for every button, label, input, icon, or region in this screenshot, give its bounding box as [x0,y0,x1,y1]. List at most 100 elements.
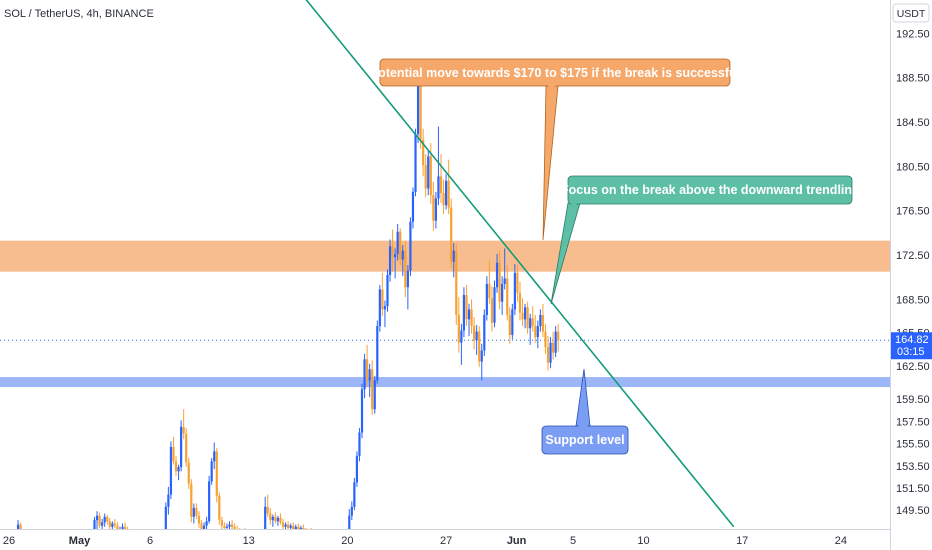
candle-body [414,134,417,192]
candle-body [551,342,555,353]
candle-body [294,526,297,529]
support-zone[interactable] [0,377,890,388]
candle-body [121,526,124,529]
candle [274,512,277,524]
candle [401,245,404,277]
candle [376,320,379,384]
candle-body [205,521,208,526]
candle-body [554,331,557,353]
candle-body [208,481,211,522]
candle-body [432,195,435,221]
candle [353,477,356,511]
candle [190,479,193,523]
price-tick-label: 180.50 [896,161,930,173]
candle-body [190,483,193,517]
candle [213,442,216,470]
candle [523,303,527,329]
candle [360,383,364,439]
candle-body [457,314,460,343]
downward-trendline[interactable] [284,0,735,528]
callout-blue[interactable]: Support level [541,368,629,455]
candle-body [516,272,519,293]
candle [391,229,394,272]
candle-body [503,278,506,284]
candle [439,154,443,203]
candle-body [213,451,216,462]
candle [506,265,509,321]
candle [473,317,476,350]
time-tick-label: Jun [507,535,527,547]
candle [230,520,234,529]
candle-body [396,231,399,254]
candle-body [169,446,173,495]
resistance-zone[interactable] [0,240,890,272]
candle-body [488,283,491,299]
candle-body [123,526,127,529]
candle-body [197,515,201,524]
time-tick-label: 13 [243,535,255,547]
price-tick-label: 188.50 [896,73,930,85]
candle-body [103,516,106,523]
price-axis-background[interactable] [891,0,932,530]
candle [444,174,448,210]
callout-green[interactable]: Focus on the break above the downward tr… [550,175,859,305]
candle [228,521,231,531]
currency-badge[interactable] [892,3,930,23]
candle [470,299,473,334]
price-tick-label: 172.50 [896,250,930,262]
candle [269,507,272,525]
candle [378,285,381,332]
candle-body [419,82,422,140]
candle-body [215,451,218,496]
candle [465,285,468,327]
candle-body [455,250,458,315]
candle-body [200,523,203,531]
callout-green-box [567,175,853,205]
candle-body [406,270,409,288]
candle [414,128,417,197]
candle-body [541,314,545,332]
candle-body [187,462,190,484]
candle [192,503,195,524]
time-axis-background[interactable] [0,530,890,550]
candle [513,263,516,315]
candle [422,128,425,177]
price-tick-label: 155.50 [896,439,930,451]
candle-body [394,253,397,258]
candle [266,494,269,517]
candle-body [228,524,231,527]
candle-body [490,298,494,323]
candle-body [404,250,407,288]
candle [394,248,397,279]
candle [386,269,389,312]
current-price-box [891,332,932,360]
candle-body [108,521,111,527]
candle-body [442,192,445,206]
candle [541,303,545,338]
candle-body [450,207,453,262]
candle-body [378,289,381,327]
price-tick-label: 151.50 [896,483,930,495]
candle-body [470,309,473,327]
candle-body [174,461,178,472]
time-ticks: 26 May 6 13 20 27 Jun 5 10 17 24 [3,535,847,547]
candle-body [167,494,170,507]
callout-orange[interactable]: Potential move towards $170 to $175 if t… [370,58,740,241]
candle [350,501,353,521]
candle [177,464,180,481]
candle-body [427,156,430,189]
candle [399,228,402,266]
candle-body [429,156,432,196]
candle [503,248,506,290]
candle [516,265,519,302]
current-price-value: 164.82 [895,334,929,346]
candle [427,150,430,196]
candle-body [172,446,175,462]
candle-body [185,433,188,463]
candle-body [289,525,292,528]
candle [478,326,481,368]
candle [108,517,111,531]
candle-body [460,330,463,343]
